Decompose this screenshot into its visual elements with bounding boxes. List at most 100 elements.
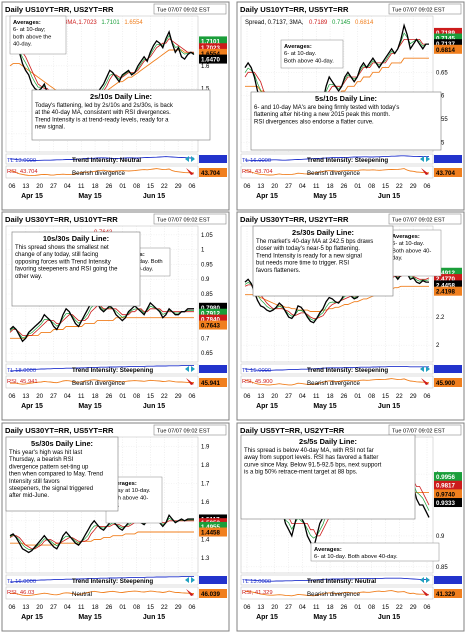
ma-legend-value: 0.6814 xyxy=(355,20,374,26)
value-label-bg xyxy=(434,472,462,482)
trend-intensity-value-bg xyxy=(434,365,462,373)
x-tick-label: 20 xyxy=(36,604,43,611)
y-tick-label: 1.3 xyxy=(201,556,210,562)
y-tick-label: 1.6 xyxy=(201,64,210,70)
x-tick-label: 08 xyxy=(368,604,375,611)
value-label-bg xyxy=(199,36,227,46)
x-tick-label: 22 xyxy=(161,604,168,611)
trend-intensity-value-bg xyxy=(199,365,227,373)
trend-intensity-strip xyxy=(5,363,199,375)
trend-intensity-value-bg xyxy=(434,576,462,584)
x-tick-label: 08 xyxy=(368,393,375,400)
month-label: May 15 xyxy=(313,193,336,200)
rsi-status: Bearish divergence xyxy=(307,591,361,598)
double-arrow-icon xyxy=(185,156,195,162)
y-tick-label: 1.4 xyxy=(201,537,210,543)
trend-intensity-value-bg xyxy=(199,576,227,584)
x-tick-label: 11 xyxy=(78,393,85,400)
x-tick-label: 13 xyxy=(257,604,264,611)
x-tick-label: 06 xyxy=(189,604,196,611)
commentary-line: favors flatteners. xyxy=(256,268,301,274)
value-label: 1.6554 xyxy=(201,51,220,58)
panel-title: Daily US30YT=RR, US2YT=RR xyxy=(240,215,349,224)
double-arrow-icon xyxy=(420,366,430,372)
ma-slow-line xyxy=(245,285,429,312)
value-label-bg xyxy=(434,267,462,277)
value-label: 0.7980 xyxy=(201,305,220,312)
value-label-bg xyxy=(434,274,462,284)
value-label-bg xyxy=(434,33,462,43)
ma-legend: Spread, 0.7137, 3MA, 0.7189 0.7145 0.6814 xyxy=(245,20,374,26)
month-label: Apr 15 xyxy=(21,614,43,621)
month-label: May 15 xyxy=(78,193,101,200)
value-label: 1.7101 xyxy=(201,38,220,45)
rsi-value: 45.900 xyxy=(436,380,455,387)
rsi-line xyxy=(9,168,194,177)
trend-intensity-line xyxy=(244,155,429,162)
value-label-bg xyxy=(199,48,227,58)
averages-note-box xyxy=(9,15,67,55)
month-label: Apr 15 xyxy=(256,403,278,410)
value-label: 0.7912 xyxy=(201,311,220,318)
rsi-value-bg xyxy=(199,378,227,387)
x-tick-label: 11 xyxy=(313,393,320,400)
rsi-status: Neutral xyxy=(72,591,92,598)
value-label-bg xyxy=(434,480,462,490)
double-arrow-icon xyxy=(420,577,430,583)
y-tick-label: 0.55 xyxy=(436,117,448,123)
x-tick-label: 11 xyxy=(313,604,320,611)
y-tick-label: 2.2 xyxy=(436,315,445,321)
value-label: 2.4770 xyxy=(436,276,455,283)
averages-note-line: 6- at 10-day; xyxy=(13,27,46,33)
red-arrow-icon xyxy=(421,378,429,385)
value-label-bg xyxy=(199,527,227,537)
x-tick-label: 01 xyxy=(354,393,361,400)
chart-panel: Daily US30YT=RR, US10YT=RR Tue 07/07 09:0… xyxy=(1,211,230,421)
commentary-box xyxy=(11,231,141,307)
commentary-line: at the 40-day MA, consistent with RSI di… xyxy=(35,110,171,116)
x-tick-label: 13 xyxy=(22,604,29,611)
rsi-value: 45.941 xyxy=(201,380,220,387)
commentary-line: Trend Intensity is at trend-ready levels… xyxy=(35,117,169,123)
value-label: 2.4912 xyxy=(436,270,455,277)
value-label: 0.6814 xyxy=(436,47,455,54)
timestamp-box xyxy=(153,424,227,436)
x-tick-label: 22 xyxy=(396,393,403,400)
trend-intensity-strip xyxy=(5,153,199,165)
rsi-status: Bearish divergence xyxy=(72,170,126,177)
x-tick-label: 18 xyxy=(92,183,99,190)
red-arrow-icon xyxy=(186,589,194,596)
month-label: May 15 xyxy=(313,403,336,410)
double-arrow-icon xyxy=(420,156,430,162)
averages-note-line: Averages: xyxy=(284,44,312,50)
trend-intensity-label: TL 18.0000 xyxy=(7,368,36,374)
commentary-line: opposing forces with Trend Intensity xyxy=(15,259,111,265)
averages-note: Averages: 6- at 10-day. Both above 40-day. xyxy=(284,44,334,64)
x-tick-label: 08 xyxy=(133,393,140,400)
rsi-status: Bearish divergence xyxy=(72,380,126,387)
rsi-value: 46.039 xyxy=(201,591,220,598)
trend-intensity-line xyxy=(9,576,194,583)
rsi-line xyxy=(244,168,429,176)
value-label-bg xyxy=(199,302,227,312)
rsi-label: RSI, 43.704 xyxy=(7,169,38,175)
commentary-line: This spread shows the smallest net xyxy=(15,245,109,251)
chart-panel: Daily US10YT=RR, US2YT=RR Tue 07/07 09:02… xyxy=(1,1,230,211)
timestamp-box xyxy=(388,213,462,225)
trend-intensity-line xyxy=(10,156,195,161)
x-tick-label: 01 xyxy=(119,604,126,611)
averages-note: Averages: 6- at 10-day. Both above 40-day… xyxy=(314,547,398,560)
value-label-bg xyxy=(434,27,462,37)
y-tick-label: 2 xyxy=(436,343,440,349)
ma-legend-label: 3MA, xyxy=(64,20,78,26)
value-label-bg xyxy=(434,489,462,499)
value-label: 0.9333 xyxy=(436,500,455,507)
x-tick-label: 18 xyxy=(327,183,334,190)
commentary-line: is a big 50% retrace-ment target at 88 b… xyxy=(244,470,358,476)
x-tick-label: 13 xyxy=(22,183,29,190)
averages-note-line: Both above 40-day. xyxy=(284,58,334,64)
double-arrow-icon xyxy=(185,577,195,583)
rsi-label: RSI, 46.03 xyxy=(7,590,34,596)
x-tick-label: 26 xyxy=(105,183,112,190)
trend-intensity-status: Trend Intensity: Neutral xyxy=(307,578,376,585)
